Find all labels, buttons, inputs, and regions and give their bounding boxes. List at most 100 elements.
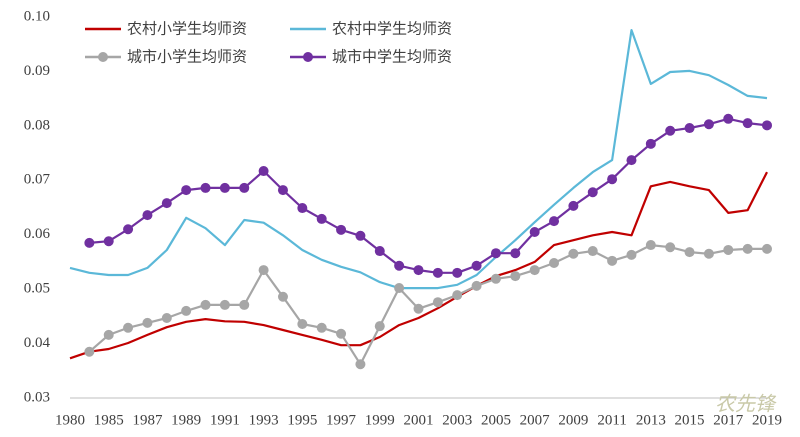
- x-tick-label: 2003: [442, 412, 472, 428]
- y-tick-label: 0.08: [24, 117, 50, 133]
- x-tick-label: 1987: [132, 412, 163, 428]
- x-tick-label: 1997: [326, 412, 357, 428]
- point: [645, 240, 656, 251]
- legend-label: 农村中学生均师资: [332, 20, 452, 38]
- point: [142, 317, 153, 328]
- point: [297, 318, 308, 329]
- point: [762, 120, 772, 131]
- point: [742, 243, 753, 254]
- point: [452, 267, 463, 278]
- point: [626, 155, 637, 166]
- point: [258, 166, 269, 177]
- x-tick-label: 2019: [752, 412, 782, 428]
- y-tick-label: 0.03: [24, 389, 50, 405]
- point: [432, 267, 443, 278]
- legend-label: 城市小学生均师资: [127, 48, 247, 66]
- y-tick-label: 0.04: [24, 335, 51, 351]
- point: [123, 224, 134, 235]
- point: [490, 273, 501, 284]
- x-tick-label: 2015: [675, 412, 705, 428]
- y-tick-label: 0.09: [24, 63, 50, 79]
- series-line: [69, 171, 768, 360]
- point: [374, 321, 385, 332]
- point: [239, 182, 250, 193]
- y-tick-label: 0.10: [24, 8, 50, 24]
- point: [549, 258, 560, 269]
- point: [607, 255, 618, 266]
- point: [316, 322, 327, 333]
- point: [665, 125, 676, 136]
- x-tick-label: 1993: [249, 412, 279, 428]
- y-tick-label: 0.06: [24, 226, 51, 242]
- point: [258, 265, 269, 276]
- x-tick-label: 2007: [520, 412, 551, 428]
- point: [645, 138, 656, 149]
- point: [587, 187, 598, 198]
- point: [355, 230, 366, 241]
- legend-label: 城市中学生均师资: [332, 48, 452, 66]
- point: [84, 346, 95, 357]
- point: [723, 113, 734, 124]
- legend-marker: [303, 52, 313, 62]
- point: [123, 322, 134, 333]
- point: [432, 297, 443, 308]
- x-tick-label: 2009: [558, 412, 588, 428]
- point: [742, 118, 753, 129]
- point: [161, 312, 172, 323]
- point: [355, 359, 366, 370]
- x-tick-label: 2017: [713, 412, 744, 428]
- point: [219, 299, 230, 310]
- point: [181, 305, 192, 316]
- point: [549, 216, 560, 227]
- point: [316, 213, 327, 224]
- point: [219, 182, 230, 193]
- point: [607, 174, 618, 185]
- point: [413, 265, 424, 276]
- point: [510, 248, 521, 259]
- point: [413, 303, 424, 314]
- point: [394, 283, 405, 294]
- point: [684, 247, 695, 258]
- point: [239, 299, 250, 310]
- y-tick-label: 0.07: [24, 172, 51, 188]
- point: [103, 236, 114, 247]
- point: [723, 244, 734, 255]
- point: [471, 260, 482, 271]
- point: [529, 226, 540, 237]
- point: [84, 237, 95, 248]
- point: [277, 185, 288, 196]
- point: [200, 182, 211, 193]
- point: [510, 271, 521, 282]
- x-tick-label: 1991: [210, 412, 240, 428]
- point: [703, 248, 714, 259]
- x-tick-label: 1995: [287, 412, 317, 428]
- x-tick-label: 2013: [636, 412, 666, 428]
- point: [529, 265, 540, 276]
- point: [568, 200, 579, 211]
- legend-label: 农村小学生均师资: [127, 20, 247, 38]
- x-tick-label: 1980: [55, 412, 85, 428]
- point: [277, 291, 288, 302]
- x-tick-label: 1985: [94, 412, 124, 428]
- point: [452, 290, 463, 301]
- x-tick-label: 1989: [171, 412, 201, 428]
- point: [336, 328, 347, 339]
- series-line: [69, 29, 768, 290]
- x-tick-label: 2001: [404, 412, 434, 428]
- point: [103, 329, 114, 340]
- x-tick-label: 1999: [365, 412, 395, 428]
- point: [336, 224, 347, 235]
- x-tick-label: 2011: [597, 412, 626, 428]
- point: [684, 123, 695, 134]
- point: [665, 242, 676, 253]
- watermark: 农先锋: [715, 392, 777, 416]
- point: [200, 299, 211, 310]
- point: [394, 260, 405, 271]
- point: [374, 246, 385, 257]
- point: [703, 119, 714, 130]
- series-line: [88, 244, 767, 366]
- point: [626, 249, 637, 260]
- point: [181, 185, 192, 196]
- point: [471, 280, 482, 291]
